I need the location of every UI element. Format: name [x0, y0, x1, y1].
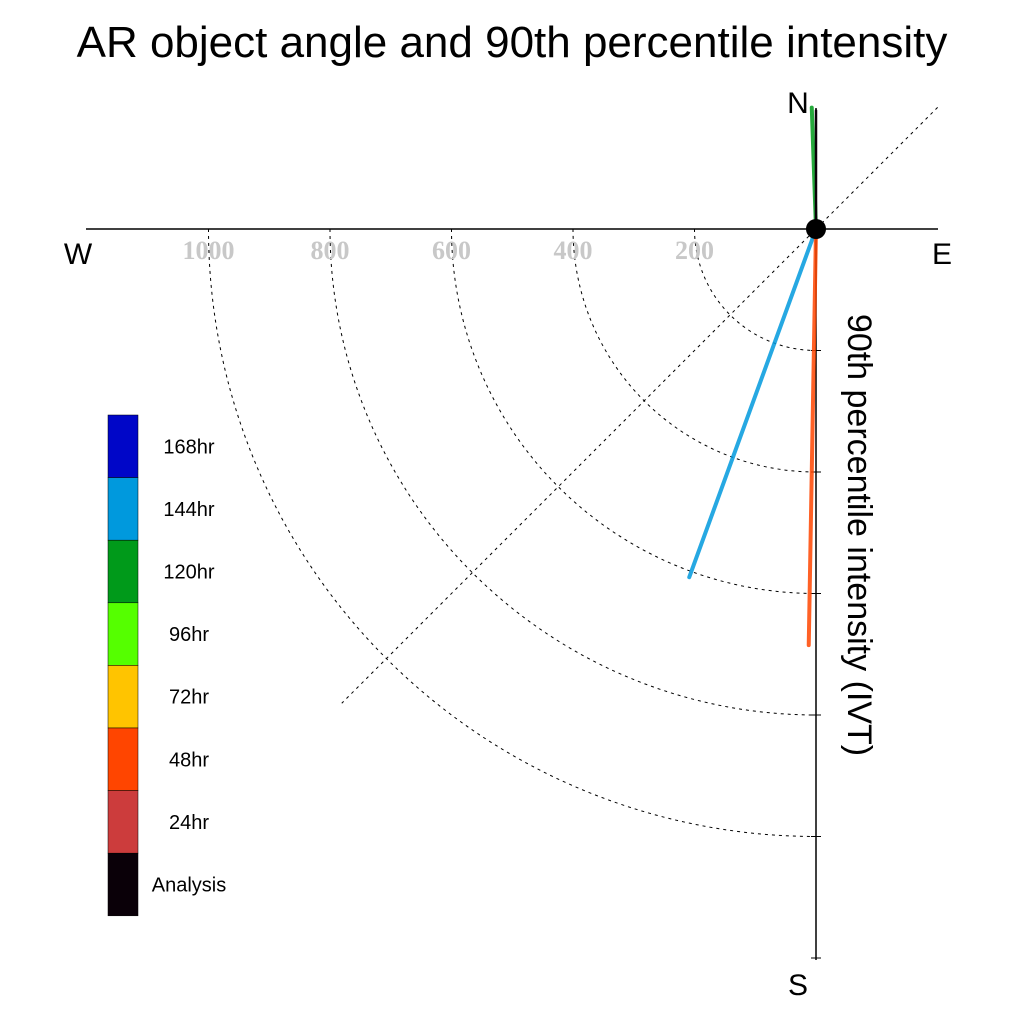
legend-swatch [107, 602, 139, 666]
legend-label: Analysis [152, 875, 226, 897]
radial-tick-label: 400 [554, 236, 593, 265]
legend-swatch [107, 790, 139, 854]
legend-label: 120hr [163, 562, 214, 584]
polar-grid [208, 228, 821, 959]
y-axis-label: 90th percentile intensity (IVT) [840, 314, 878, 756]
legend-swatch [107, 477, 139, 541]
legend-label: 24hr [169, 812, 209, 834]
legend-label: 168hr [163, 436, 214, 458]
radial-tick-label: 800 [311, 236, 350, 265]
legend-swatch [107, 727, 139, 791]
radial-tick-label: 1000 [183, 236, 235, 265]
compass-west-label: W [64, 238, 93, 271]
legend-swatch [107, 852, 139, 917]
legend-swatch [107, 539, 139, 604]
compass-east-label: E [932, 238, 952, 271]
legend: 168hr 144hr 120hr 96hr 72hr 48hr 24hr Analysis [107, 414, 226, 917]
legend-label: 96hr [169, 624, 209, 646]
legend-label: 72hr [169, 687, 209, 709]
compass-south-label: S [788, 969, 808, 1002]
radial-tick-label: 600 [432, 236, 471, 265]
origin-marker [806, 219, 826, 239]
compass-north-label: N [787, 87, 809, 120]
vector-144hr [687, 227, 818, 580]
grid-arc [451, 228, 817, 594]
legend-swatch [107, 414, 139, 478]
vector-48hr [806, 227, 818, 648]
legend-swatch [107, 665, 139, 729]
chart-title: AR object angle and 90th percentile inte… [77, 18, 948, 67]
diagonal-reference-line [341, 107, 938, 704]
radial-tick-label: 200 [675, 236, 714, 265]
legend-label: 144hr [163, 499, 214, 521]
legend-label: 48hr [169, 749, 209, 771]
intensity-vectors [687, 105, 818, 648]
radial-tick-labels: 200 400 600 800 1000 [183, 236, 715, 265]
